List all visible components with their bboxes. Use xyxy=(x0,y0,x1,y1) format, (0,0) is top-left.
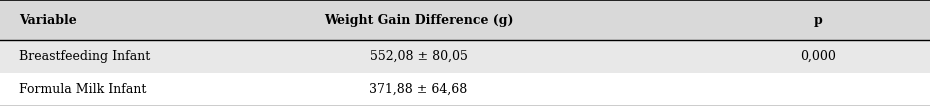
FancyBboxPatch shape xyxy=(0,73,930,106)
Text: 0,000: 0,000 xyxy=(801,50,836,63)
Text: Weight Gain Difference (g): Weight Gain Difference (g) xyxy=(324,14,513,27)
Text: Variable: Variable xyxy=(19,14,76,27)
FancyBboxPatch shape xyxy=(0,40,930,73)
Text: Formula Milk Infant: Formula Milk Infant xyxy=(19,83,146,96)
Text: 552,08 ± 80,05: 552,08 ± 80,05 xyxy=(369,50,468,63)
Text: Breastfeeding Infant: Breastfeeding Infant xyxy=(19,50,150,63)
Text: 371,88 ± 64,68: 371,88 ± 64,68 xyxy=(369,83,468,96)
Text: p: p xyxy=(814,14,823,27)
FancyBboxPatch shape xyxy=(0,0,930,40)
